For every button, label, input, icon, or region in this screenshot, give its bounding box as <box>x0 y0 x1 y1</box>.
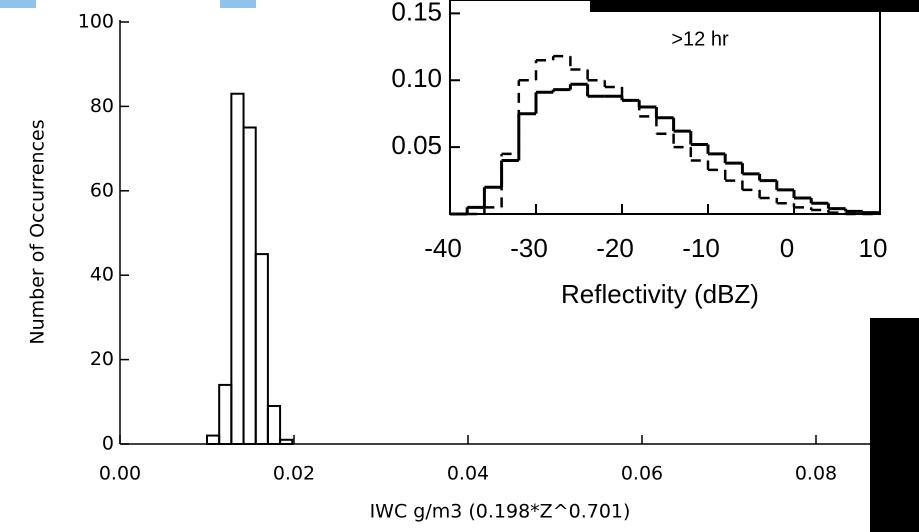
x-tick-label: -20 <box>596 233 634 263</box>
x-axis-label: IWC g/m3 (0.198*Z^0.701) <box>370 501 631 523</box>
annotation: >12 hr <box>671 28 729 50</box>
x-tick-label: 0 <box>780 233 794 263</box>
occluder <box>870 318 919 532</box>
x-tick-label: 0.08 <box>795 463 837 485</box>
x-tick-label: 0.00 <box>99 463 141 485</box>
y-tick-label: 80 <box>90 95 114 117</box>
y-tick-label: 100 <box>78 11 114 33</box>
histogram-bar <box>266 405 282 445</box>
inset-chart: 0.05 0.10 0.15 -40 -30 -20 -10 0 10 >12 hr Reflect… <box>345 0 905 318</box>
x-tick-label: 0.02 <box>273 463 315 485</box>
y-tick-label: 0.10 <box>391 63 442 93</box>
x-tick-label: 10 <box>859 233 888 263</box>
y-tick-label: 60 <box>90 179 114 201</box>
x-axis-label: Reflectivity (dBZ) <box>561 279 759 309</box>
y-tick-label: 0.05 <box>391 130 442 160</box>
inset-background <box>345 0 905 318</box>
y-tick-label: 20 <box>90 348 114 370</box>
x-tick-label: -40 <box>424 233 462 263</box>
y-tick-label: 40 <box>90 264 114 286</box>
occluder <box>590 0 919 12</box>
y-tick-label: 0 <box>102 433 114 455</box>
icon <box>0 0 36 8</box>
x-tick-label: 0.06 <box>621 463 663 485</box>
x-tick-label: -30 <box>510 233 548 263</box>
x-tick-label: -10 <box>682 233 720 263</box>
y-tick-label: 0.15 <box>391 0 442 26</box>
plot-frame <box>449 0 881 215</box>
icon <box>220 0 256 8</box>
histogram-bar <box>254 253 269 445</box>
y-axis-label: Number of Occurrences <box>27 119 49 344</box>
histogram-bar <box>279 438 294 445</box>
x-tick-label: 0.04 <box>447 463 489 485</box>
